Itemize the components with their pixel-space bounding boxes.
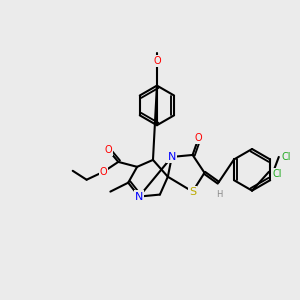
Text: O: O [195, 133, 203, 143]
Text: S: S [189, 187, 196, 196]
Text: Cl: Cl [272, 169, 282, 179]
Text: O: O [153, 56, 161, 66]
Text: Cl: Cl [282, 152, 292, 162]
Text: H: H [216, 190, 223, 199]
Text: O: O [100, 167, 107, 177]
Text: N: N [135, 192, 143, 202]
Text: N: N [168, 152, 176, 162]
Text: O: O [105, 145, 112, 155]
